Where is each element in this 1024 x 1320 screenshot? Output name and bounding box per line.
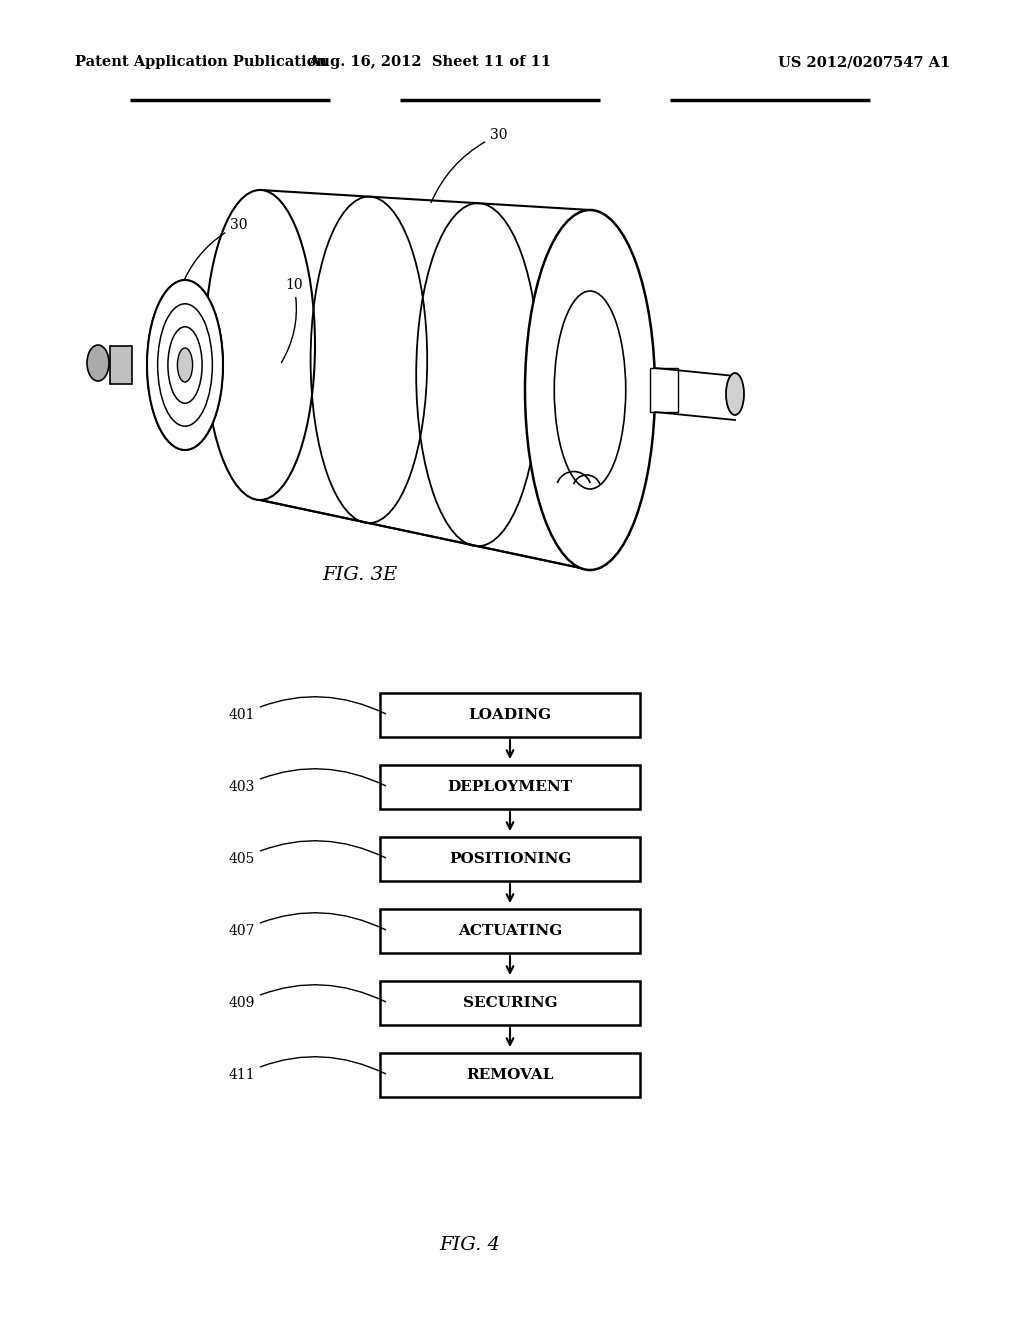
Ellipse shape [147, 280, 223, 450]
Text: ACTUATING: ACTUATING [458, 924, 562, 939]
Text: 30: 30 [431, 128, 508, 202]
Bar [380, 837, 640, 880]
Bar [380, 1053, 640, 1097]
Bar [380, 766, 640, 809]
Bar [380, 693, 640, 737]
Ellipse shape [157, 301, 213, 429]
Bar [110, 346, 132, 384]
Text: 401: 401 [228, 697, 385, 722]
Ellipse shape [87, 345, 109, 381]
Text: US 2012/0207547 A1: US 2012/0207547 A1 [778, 55, 950, 69]
Bar [380, 909, 640, 953]
Text: Aug. 16, 2012  Sheet 11 of 11: Aug. 16, 2012 Sheet 11 of 11 [308, 55, 552, 69]
Bar [380, 981, 640, 1026]
Text: 30: 30 [181, 218, 248, 288]
Bar [650, 368, 678, 412]
Text: DEPLOYMENT: DEPLOYMENT [447, 780, 572, 795]
Text: 407: 407 [228, 912, 385, 939]
Ellipse shape [177, 348, 193, 381]
Text: FIG. 3E: FIG. 3E [323, 566, 397, 583]
Text: Patent Application Publication: Patent Application Publication [75, 55, 327, 69]
Text: SECURING: SECURING [463, 997, 557, 1010]
Text: 403: 403 [228, 768, 385, 795]
Text: 10: 10 [282, 279, 303, 363]
Text: 409: 409 [228, 985, 385, 1010]
Ellipse shape [166, 322, 204, 408]
Text: FIG. 4: FIG. 4 [439, 1236, 501, 1254]
Text: REMOVAL: REMOVAL [466, 1068, 554, 1082]
Text: 411: 411 [228, 1057, 385, 1082]
Text: POSITIONING: POSITIONING [449, 851, 571, 866]
Text: 405: 405 [228, 841, 385, 866]
Ellipse shape [525, 210, 655, 570]
Ellipse shape [726, 374, 744, 414]
Ellipse shape [205, 190, 315, 500]
Text: LOADING: LOADING [468, 708, 552, 722]
